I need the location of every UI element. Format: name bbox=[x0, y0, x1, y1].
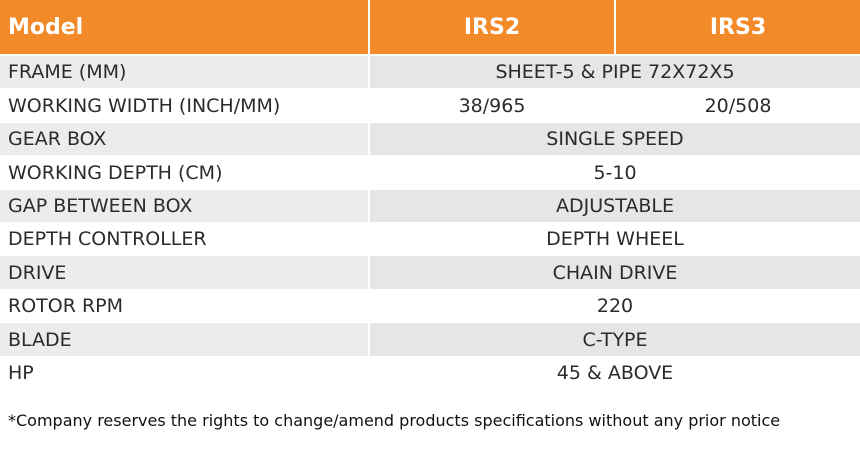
header-cell: IRS3 bbox=[616, 0, 860, 54]
header-cell: IRS2 bbox=[370, 0, 614, 54]
row-label: GEAR BOX bbox=[0, 123, 368, 155]
row-label: DRIVE bbox=[0, 256, 368, 289]
row-value: SHEET-5 & PIPE 72X72X5 bbox=[370, 56, 860, 88]
row-value: 45 & ABOVE bbox=[556, 362, 674, 384]
row-label: WORKING WIDTH (INCH/MM) bbox=[8, 94, 281, 117]
row-value: ADJUSTABLE bbox=[370, 190, 860, 222]
row-value: 5-10 bbox=[593, 161, 637, 184]
row-label: GAP BETWEEN BOX bbox=[0, 190, 368, 222]
row-value: SINGLE SPEED bbox=[370, 123, 860, 155]
row-label: WORKING DEPTH (CM) bbox=[8, 161, 223, 184]
row-value: 20/508 bbox=[704, 94, 772, 117]
row-label: FRAME (MM) bbox=[0, 56, 368, 88]
row-value: DEPTH WHEEL bbox=[546, 228, 684, 250]
row-label: BLADE bbox=[0, 323, 368, 356]
row-label: ROTOR RPM bbox=[8, 295, 124, 317]
row-label: HP bbox=[8, 362, 34, 384]
footnote: *Company reserves the rights to change/a… bbox=[8, 411, 781, 430]
row-value: CHAIN DRIVE bbox=[370, 256, 860, 289]
row-label: DEPTH CONTROLLER bbox=[8, 228, 207, 250]
row-value: 38/965 bbox=[458, 94, 526, 117]
row-value: C-TYPE bbox=[370, 323, 860, 356]
header-cell: Model bbox=[0, 0, 368, 54]
row-value: 220 bbox=[596, 295, 634, 317]
